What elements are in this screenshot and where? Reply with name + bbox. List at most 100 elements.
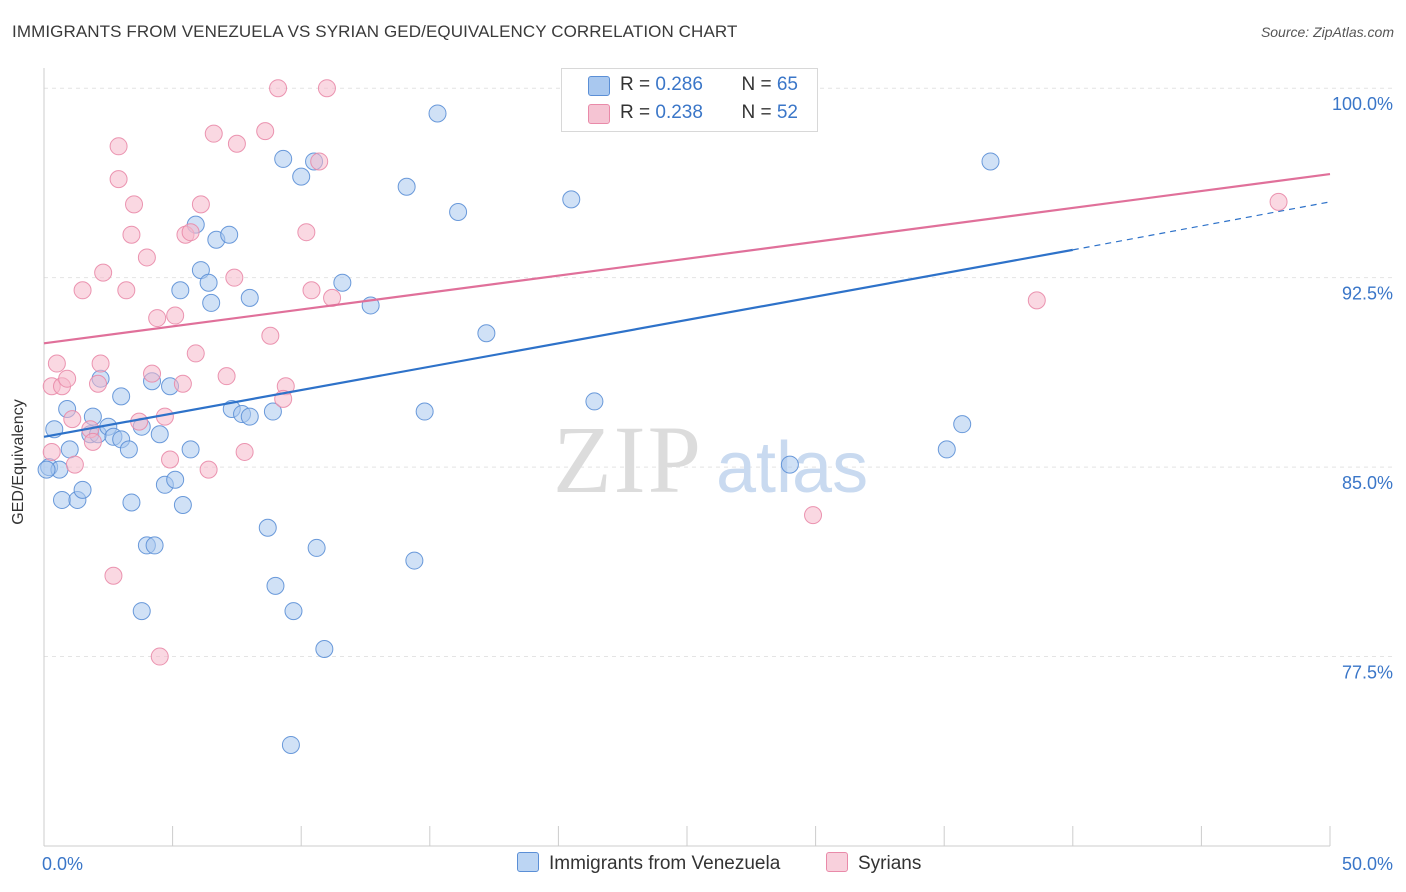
syrian-points [42,79,1288,666]
syrian-point [65,455,84,474]
bottom-legend-label: Immigrants from Venezuela [549,853,781,874]
venezuela-point [780,455,799,474]
syrian-point [181,223,200,242]
trend-lines [43,173,1331,438]
venezuela-point [119,440,138,459]
venezuela-point [281,735,300,754]
venezuela-point [73,480,92,499]
venezuela-point [145,536,164,555]
syrian-point [150,647,169,666]
y-tick-label: 85.0% [1342,473,1393,493]
legend-n-label: N = [741,102,777,123]
syrian-point [47,354,66,373]
y-tick-label: 100.0% [1332,94,1393,114]
venezuela-point [171,281,190,300]
syrian-point [109,170,128,189]
x-tick-label: 50.0% [1342,854,1393,874]
venezuela-point [122,493,141,512]
venezuela-point [240,407,259,426]
syrian-point [186,344,205,363]
legend-n-value: 65 [776,74,798,95]
syrian-point [109,137,128,156]
y-tick-label: 77.5% [1342,663,1393,683]
legend-r-label: R = [620,102,656,123]
syrian-point [94,263,113,282]
bottom-legend-swatch-blue [517,852,539,872]
syrian-point [235,442,254,461]
syrian-point [269,79,288,98]
venezuela-point [307,538,326,557]
venezuela-point [199,273,218,292]
watermark: ZIP atlas [553,406,868,513]
venezuela-point [220,225,239,244]
chart-title: IMMIGRANTS FROM VENEZUELA VS SYRIAN GED/… [12,22,738,41]
syrian-point [104,566,123,585]
syrian-point [1027,291,1046,310]
bottom-legend-syrians: Syrians [826,852,921,875]
syrian-point [125,195,144,214]
x-tick-label: 0.0% [42,854,83,874]
syrian-point [302,281,321,300]
syrian-point [310,152,329,171]
venezuela-point [274,149,293,168]
venezuela-point [953,415,972,434]
venezuela-point [150,425,169,444]
syrian-point [58,369,77,388]
bottom-legend-swatch-pink [826,852,848,872]
syrian-point [227,134,246,153]
syrian-point [297,223,316,242]
stats-legend: R = 0.286 N = 65 R = 0.238 N = 52 [561,68,818,132]
venezuela-point [266,576,285,595]
venezuela-point [60,440,79,459]
syrian-point [83,432,102,451]
venezuela-point [315,639,334,658]
venezuela-point [181,440,200,459]
syrian-point [204,124,223,143]
syrian-point [261,326,280,345]
legend-swatch-blue [588,76,610,96]
syrian-point [217,367,236,386]
venezuela-point [449,202,468,221]
syrian-point [148,309,167,328]
venezuela-point [240,288,259,307]
venezuela-point [292,167,311,186]
legend-n-value: 52 [776,102,798,123]
venezuela-point [333,273,352,292]
syrian-point [117,281,136,300]
syrian-point [137,248,156,267]
venezuela-point [258,518,277,537]
syrian-trend-line [43,173,1331,345]
venezuela-point [284,602,303,621]
syrian-point [89,374,108,393]
watermark-zip: ZIP [553,406,703,513]
y-tick-label: 92.5% [1342,284,1393,304]
axes [43,68,1331,847]
syrian-point [91,354,110,373]
venezuela-point [173,495,192,514]
venezuela-point [202,293,221,312]
bottom-legend-venezuela: Immigrants from Venezuela [517,852,780,875]
syrian-point [317,79,336,98]
tick-labels: 100.0% 92.5% 85.0% 77.5% 0.0% 50.0% [42,94,1393,874]
syrian-point [256,122,275,141]
venezuela-point [166,470,185,489]
venezuela-point [263,402,282,421]
venezuela-point [397,177,416,196]
venezuela-point [562,190,581,209]
venezuela-point [981,152,1000,171]
syrian-point [173,374,192,393]
grid-lines [44,87,1392,658]
venezuela-point [477,324,496,343]
legend-r-value: 0.286 [655,74,703,95]
syrian-point [63,410,82,429]
venezuela-point [937,440,956,459]
legend-swatch-pink [588,104,610,124]
venezuela-points [37,104,1000,754]
y-axis-label: GED/Equivalency [10,399,27,525]
legend-n-label: N = [741,74,777,95]
syrian-point [161,450,180,469]
syrian-point [42,442,61,461]
legend-r-label: R = [620,74,656,95]
syrian-point [199,460,218,479]
